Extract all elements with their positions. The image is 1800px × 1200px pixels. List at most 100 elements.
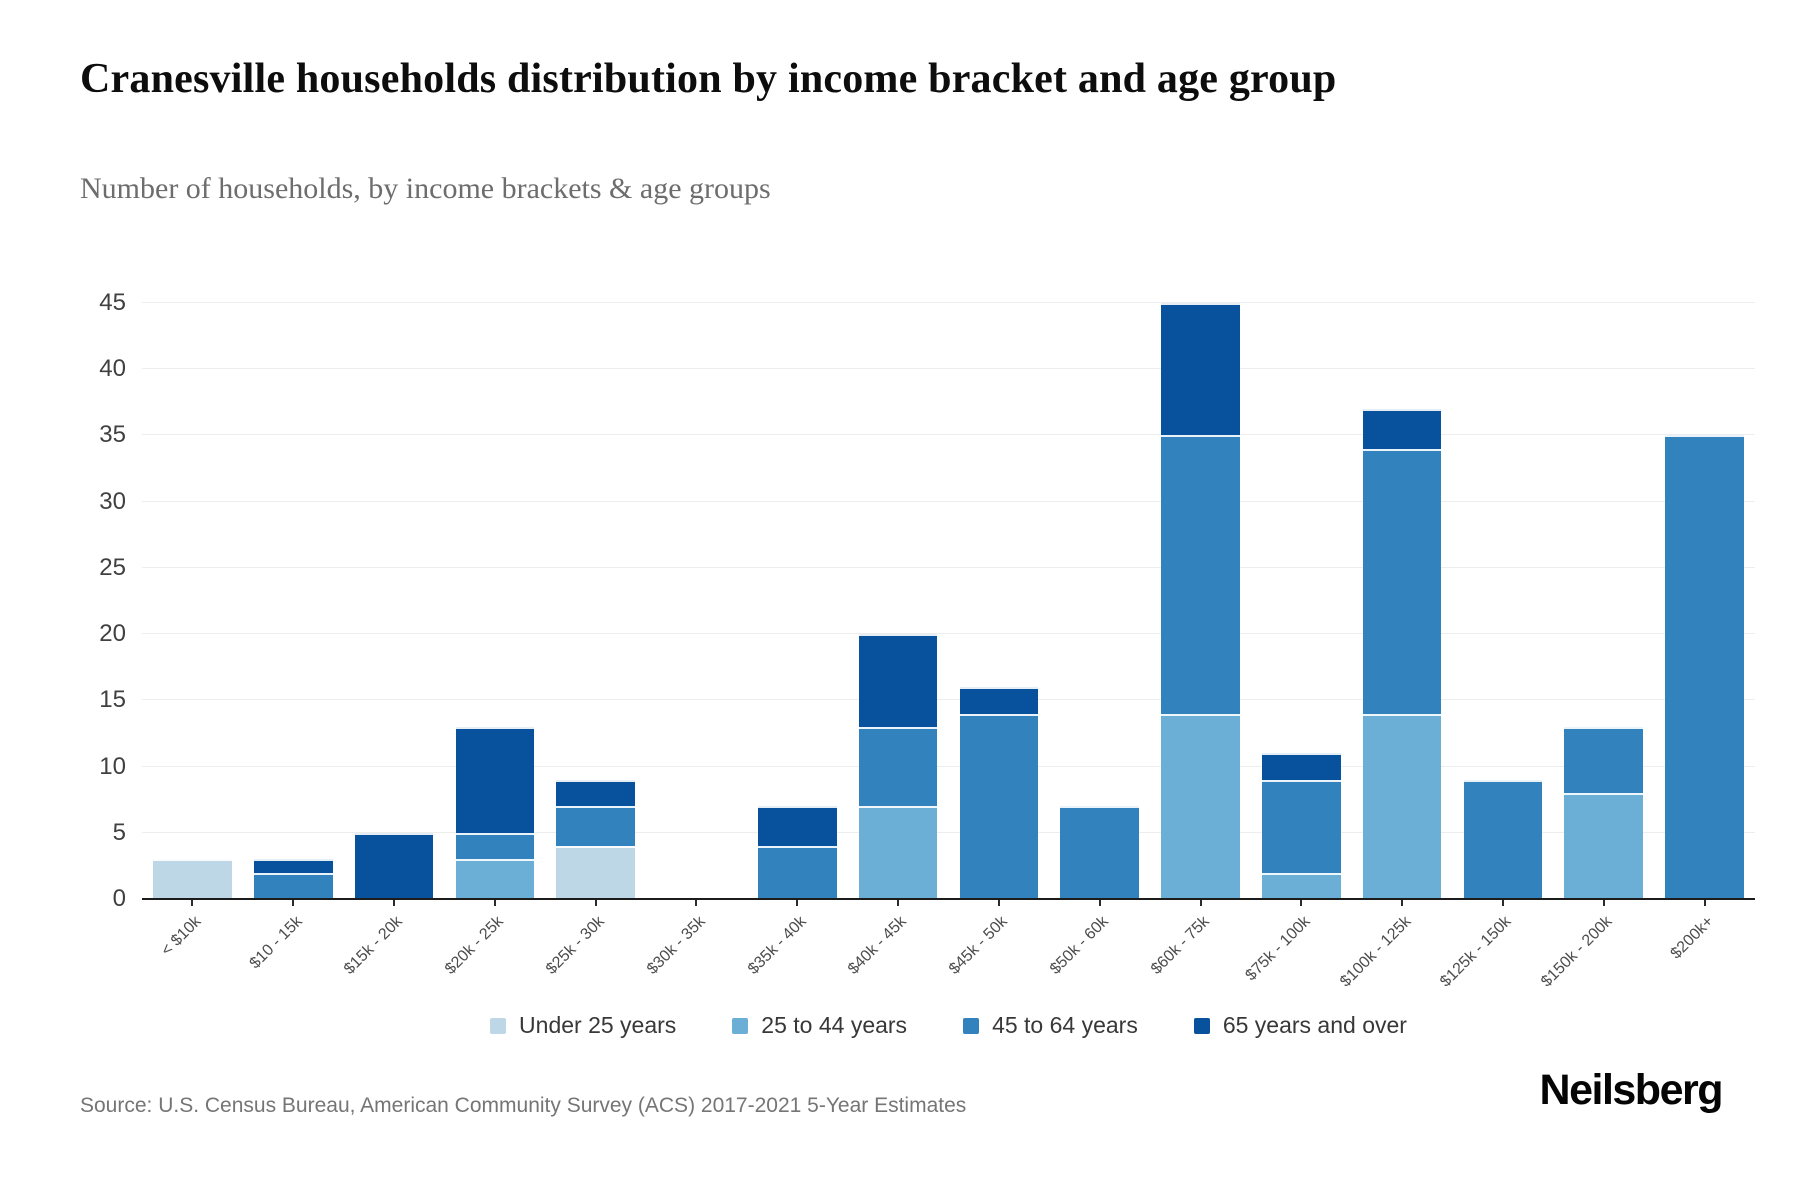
source-note: Source: U.S. Census Bureau, American Com… <box>80 1094 967 1117</box>
bar-segment <box>556 779 635 807</box>
bar-group <box>1553 303 1654 906</box>
stacked-bar <box>1362 408 1442 899</box>
stacked-bar <box>1161 303 1240 899</box>
bar-group <box>344 303 445 906</box>
stacked-bar <box>556 779 635 899</box>
bar-segment <box>959 687 1039 714</box>
bar-group <box>1654 303 1755 906</box>
gridline <box>142 699 1755 701</box>
bar-segment <box>1060 806 1140 899</box>
x-axis-tick-label: $40k - 45k <box>845 913 911 978</box>
legend-label: 45 to 64 years <box>992 1012 1138 1038</box>
stacked-bar <box>858 634 938 899</box>
legend-swatch <box>490 1017 507 1034</box>
y-axis-tick-label: 35 <box>99 421 126 449</box>
legend-swatch <box>732 1017 749 1034</box>
bar-segment <box>253 872 333 899</box>
gridline <box>142 765 1755 767</box>
legend-item: Under 25 years <box>490 1012 676 1039</box>
y-axis-tick-label: 10 <box>99 752 126 780</box>
y-axis-tick-label: 20 <box>99 620 126 648</box>
neilsberg-logo: Neilsberg <box>1539 1066 1724 1114</box>
bar-segment <box>1463 779 1543 899</box>
bar-segment <box>455 726 535 833</box>
axis-tick <box>292 900 295 906</box>
bar-group <box>444 303 545 906</box>
gridline <box>142 633 1755 635</box>
stacked-bar <box>959 687 1039 899</box>
bar-group <box>646 303 747 906</box>
x-axis-tick-label: $10 - 15k <box>246 913 306 973</box>
stacked-bar <box>455 726 535 899</box>
bar-group <box>747 303 848 906</box>
gridline <box>142 831 1755 833</box>
bar-segment <box>1161 303 1240 436</box>
stacked-bar <box>757 806 837 899</box>
stacked-bar <box>153 859 232 899</box>
y-axis-tick-label: 25 <box>99 553 126 581</box>
chart-subtitle: Number of households, by income brackets… <box>80 172 771 205</box>
legend-label: 25 to 44 years <box>761 1012 908 1038</box>
bar-segment <box>1362 448 1442 714</box>
axis-tick <box>997 900 1000 906</box>
x-axis-tick-label: $45k - 50k <box>946 913 1011 978</box>
gridline <box>142 566 1755 568</box>
bar-segment <box>1262 779 1341 873</box>
gridline <box>142 302 1755 303</box>
bar-group <box>1453 303 1554 906</box>
bar-group <box>1150 303 1251 906</box>
stacked-bar <box>253 859 333 899</box>
bar-segment <box>153 859 232 899</box>
bar-group <box>949 303 1050 906</box>
legend-label: 65 years and over <box>1222 1012 1407 1038</box>
x-axis-line <box>142 898 1755 900</box>
x-axis-tick-label: $125k - 150k <box>1437 913 1515 991</box>
bar-group <box>848 303 949 906</box>
bar-segment <box>1161 435 1240 714</box>
bar-group <box>1049 303 1150 906</box>
legend-label: Under 25 years <box>519 1012 677 1038</box>
bar-segment <box>1362 408 1442 449</box>
bar-segment <box>354 832 434 899</box>
y-axis-tick-label: 0 <box>112 885 126 912</box>
bar-segment <box>1262 872 1341 899</box>
bar-segment <box>1262 753 1341 780</box>
x-axis-tick-label: $150k - 200k <box>1538 913 1616 991</box>
y-axis-tick-label: 5 <box>112 818 126 846</box>
stacked-bar <box>1665 435 1744 899</box>
axis-tick <box>1703 900 1706 906</box>
x-axis-tick-label: $60k - 75k <box>1147 913 1213 978</box>
bar-group <box>545 303 646 906</box>
bar-group <box>1352 303 1453 906</box>
stacked-bar-chart: 0 5 10 15 20 25 30 35 40 45 < $10k $10 - 15k $15k -… <box>80 258 1755 1018</box>
gridline <box>142 500 1755 502</box>
axis-tick <box>1300 900 1303 906</box>
axis-tick <box>796 900 799 906</box>
bar-segment <box>1161 713 1240 899</box>
legend-item: 45 to 64 years <box>963 1012 1138 1039</box>
bar-segment <box>556 846 635 899</box>
y-axis-tick-label: 30 <box>99 487 126 515</box>
bar-segment <box>858 634 938 727</box>
bar-segment <box>1564 726 1644 794</box>
bar-segment <box>1362 713 1442 899</box>
bar-segment <box>455 832 535 860</box>
x-axis-tick-label: $100k - 125k <box>1336 913 1415 991</box>
legend-item: 25 to 44 years <box>732 1012 907 1039</box>
x-axis-tick-label: $35k - 40k <box>744 913 810 978</box>
bars-layer <box>142 303 1755 906</box>
axis-tick <box>1501 900 1504 906</box>
gridline <box>142 368 1755 370</box>
bar-segment <box>253 859 333 873</box>
bar-group <box>1251 303 1352 906</box>
axis-tick <box>493 900 496 906</box>
legend-swatch <box>963 1017 980 1034</box>
stacked-bar <box>1463 779 1543 899</box>
legend-swatch <box>1193 1017 1210 1034</box>
page-title: Cranesville households distribution by i… <box>80 56 1337 102</box>
x-axis-tick-label: $20k - 25k <box>442 913 507 978</box>
legend-item: 65 years and over <box>1193 1012 1407 1039</box>
stacked-bar <box>354 832 434 899</box>
bar-segment <box>757 806 837 847</box>
axis-tick <box>1199 900 1202 906</box>
